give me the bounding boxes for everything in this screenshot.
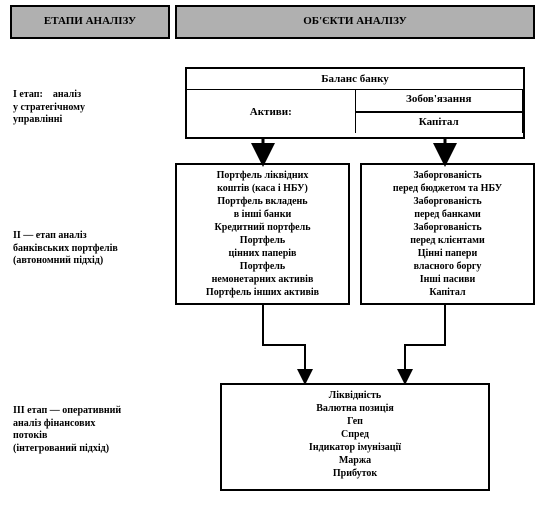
list-item: перед клієнтами — [368, 234, 527, 247]
list-item: Маржа — [228, 454, 482, 467]
stage1-title: Баланс банку — [187, 69, 523, 89]
list-item: Заборгованість — [368, 195, 527, 208]
list-item: перед банками — [368, 208, 527, 221]
stage2-left-box: Портфель ліквіднихкоштів (каса і НБУ)Пор… — [175, 163, 350, 305]
list-item: в інші банки — [183, 208, 342, 221]
list-item: Заборгованість — [368, 221, 527, 234]
stage2-label: II — етап аналізбанківських портфелів(ав… — [13, 230, 163, 268]
stage2-right-box: Заборгованістьперед бюджетом та НБУЗабор… — [360, 163, 535, 305]
diagram-root: ЕТАПИ АНАЛІЗУ ОБ'ЄКТИ АНАЛІЗУ I етап: ан… — [5, 5, 541, 503]
list-item: Геп — [228, 415, 482, 428]
list-item: Спред — [228, 428, 482, 441]
list-item: Валютна позиція — [228, 402, 482, 415]
header-objects: ОБ'ЄКТИ АНАЛІЗУ — [175, 5, 535, 39]
list-item: Портфель ліквідних — [183, 169, 342, 182]
list-item: власного боргу — [368, 260, 527, 273]
list-item: Кредитний портфель — [183, 221, 342, 234]
list-item: Прибуток — [228, 467, 482, 480]
stage1-box: Баланс банку Активи: Зобов'язання Капіта… — [185, 67, 525, 139]
stage1-capital: Капітал — [356, 112, 524, 134]
stage1-liabilities: Зобов'язання — [356, 89, 524, 112]
stage3-label: III етап — оперативнийаналіз фінансовихп… — [13, 405, 163, 455]
list-item: Портфель вкладень — [183, 195, 342, 208]
list-item: цінних паперів — [183, 247, 342, 260]
list-item: немонетарних активів — [183, 273, 342, 286]
stage3-box: ЛіквідністьВалютна позиціяГепСпредІндика… — [220, 383, 490, 491]
stage1-label: I етап: аналізу стратегічномууправлінні — [13, 89, 163, 127]
list-item: Капітал — [368, 286, 527, 299]
list-item: Заборгованість — [368, 169, 527, 182]
header-stages: ЕТАПИ АНАЛІЗУ — [10, 5, 170, 39]
list-item: Індикатор імунізації — [228, 441, 482, 454]
list-item: перед бюджетом та НБУ — [368, 182, 527, 195]
list-item: Портфель — [183, 234, 342, 247]
list-item: коштів (каса і НБУ) — [183, 182, 342, 195]
list-item: Інші пасиви — [368, 273, 527, 286]
list-item: Цінні папери — [368, 247, 527, 260]
list-item: Портфель інших активів — [183, 286, 342, 299]
list-item: Ліквідність — [228, 389, 482, 402]
list-item: Портфель — [183, 260, 342, 273]
stage1-assets: Активи: — [187, 89, 356, 133]
